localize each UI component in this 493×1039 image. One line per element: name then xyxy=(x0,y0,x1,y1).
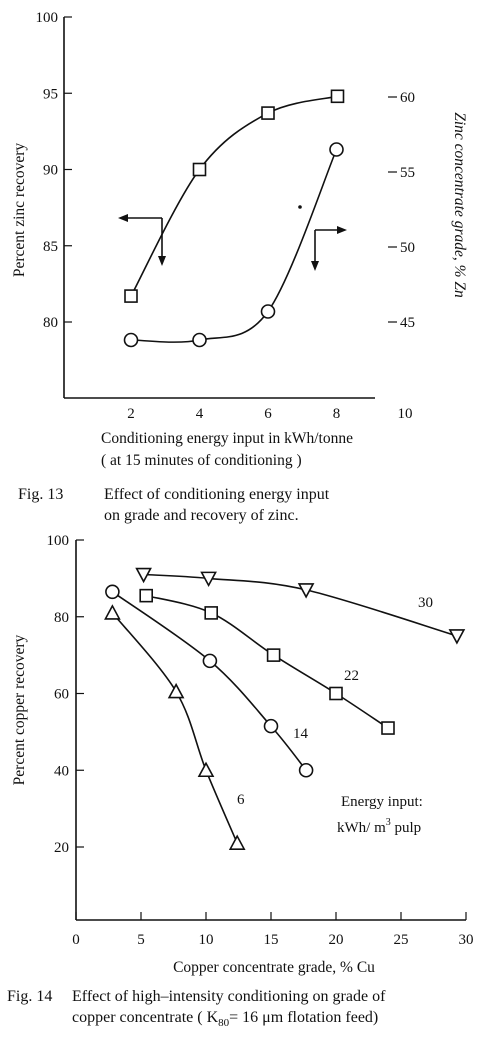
fig13-y2tick-label: 60 xyxy=(400,90,415,106)
fig14-series-label-6: 6 xyxy=(237,792,245,808)
fig13-caption-line1: Effect of conditioning energy input xyxy=(104,486,330,503)
fig14-data-point xyxy=(298,762,314,778)
fig13-data-point xyxy=(192,332,207,348)
fig14-xtick-label: 30 xyxy=(459,932,474,948)
fig14-caption-line2: copper concentrate ( K80= 16 μm flotatio… xyxy=(72,1009,378,1029)
fig13-data-point xyxy=(192,162,207,177)
fig14-ylabel: Percent copper recovery xyxy=(11,634,28,785)
fig13-ytick-label: 90 xyxy=(43,163,58,179)
fig14-data-point xyxy=(202,653,218,669)
figure-14-chart: 0 5 10 15 20 25 30 20 40 60 80 100 30 22 14 6 Ener… xyxy=(7,533,474,1029)
fig13-xlabel-2: ( at 15 minutes of conditioning ) xyxy=(101,452,302,469)
fig13-ytick-label: 100 xyxy=(36,10,59,26)
fig13-ytick-label: 80 xyxy=(43,315,58,331)
fig14-data-point xyxy=(228,834,246,850)
fig14-data-point xyxy=(381,721,395,735)
fig13-xtick-label: 8 xyxy=(333,406,341,422)
fig13-xtick-label: 4 xyxy=(196,406,204,422)
fig14-series-line xyxy=(111,591,307,771)
fig13-y2tick-label: 45 xyxy=(400,315,415,331)
fig14-ytick-label: 60 xyxy=(54,687,69,703)
fig13-data-point xyxy=(123,332,139,348)
fig14-xtick-label: 15 xyxy=(264,932,279,948)
fig13-y2tick-label: 50 xyxy=(400,240,415,256)
fig13-xtick-label: 2 xyxy=(127,406,135,422)
fig13-data-point xyxy=(330,89,345,104)
fig14-xtick-label: 25 xyxy=(394,932,409,948)
fig14-data-point xyxy=(266,648,281,662)
fig13-caption-line2: on grade and recovery of zinc. xyxy=(104,507,299,524)
fig14-xlabel: Copper concentrate grade, % Cu xyxy=(173,959,375,976)
fig13-series-line xyxy=(130,95,338,297)
fig13-data-point xyxy=(260,304,276,319)
fig13-xtick-label: 6 xyxy=(264,406,272,422)
fig13-ylabel: Percent zinc recovery xyxy=(11,143,28,278)
fig14-data-point xyxy=(105,584,120,600)
fig14-xtick-label: 10 xyxy=(199,932,214,948)
fig14-series-label-14: 14 xyxy=(293,726,309,742)
fig14-data-point xyxy=(200,571,217,588)
fig14-data-point xyxy=(197,761,215,778)
fig14-ytick-label: 80 xyxy=(54,610,69,626)
fig14-data-point xyxy=(297,583,315,599)
fig13-ytick-label: 95 xyxy=(43,86,58,102)
fig14-data-point xyxy=(204,606,218,620)
fig14-ytick-label: 100 xyxy=(47,533,70,549)
fig14-data-point xyxy=(139,588,153,603)
fig14-data-point xyxy=(263,718,279,734)
fig14-legend-units: kWh/ m3 pulp xyxy=(337,817,421,836)
fig13-axis-arrows xyxy=(118,205,347,271)
fig13-ytick-label: 85 xyxy=(43,239,58,255)
fig14-xtick-label: 20 xyxy=(329,932,344,948)
fig14-series-label-22: 22 xyxy=(344,668,359,684)
fig14-caption-line1: Effect of high–intensity conditioning on… xyxy=(72,988,386,1005)
figure-13-chart: 2 4 6 8 10 80 85 90 95 100 45 50 55 60 Percent zinc… xyxy=(11,10,468,524)
fig14-data-point xyxy=(104,604,121,620)
fig13-data-point xyxy=(329,142,344,157)
fig14-xtick-label: 5 xyxy=(137,932,145,948)
fig14-ytick-label: 20 xyxy=(54,840,69,856)
fig13-y2label: Zinc concentrate grade, % Zn xyxy=(451,112,468,298)
fig14-data-point xyxy=(167,682,185,699)
fig14-data-point xyxy=(135,567,152,584)
fig13-xlabel: Conditioning energy input in kWh/tonne xyxy=(101,430,353,447)
fig13-xtick-label: 10 xyxy=(398,406,413,422)
fig13-data-point xyxy=(261,106,275,120)
fig13-y2tick-label: 55 xyxy=(400,165,415,181)
fig14-caption-label: Fig. 14 xyxy=(7,988,52,1005)
fig14-series-line xyxy=(111,612,238,844)
fig14-data-point xyxy=(329,686,343,701)
fig14-data-point xyxy=(448,629,466,645)
fig14-legend-title: Energy input: xyxy=(341,794,423,810)
fig13-caption-label: Fig. 13 xyxy=(18,486,63,503)
fig13-data-point xyxy=(124,289,138,303)
fig14-series-line xyxy=(143,573,458,637)
fig14-series-label-30: 30 xyxy=(418,595,433,611)
fig13-series-line xyxy=(130,149,338,343)
fig14-ytick-label: 40 xyxy=(54,763,69,779)
fig14-xtick-label: 0 xyxy=(72,932,80,948)
